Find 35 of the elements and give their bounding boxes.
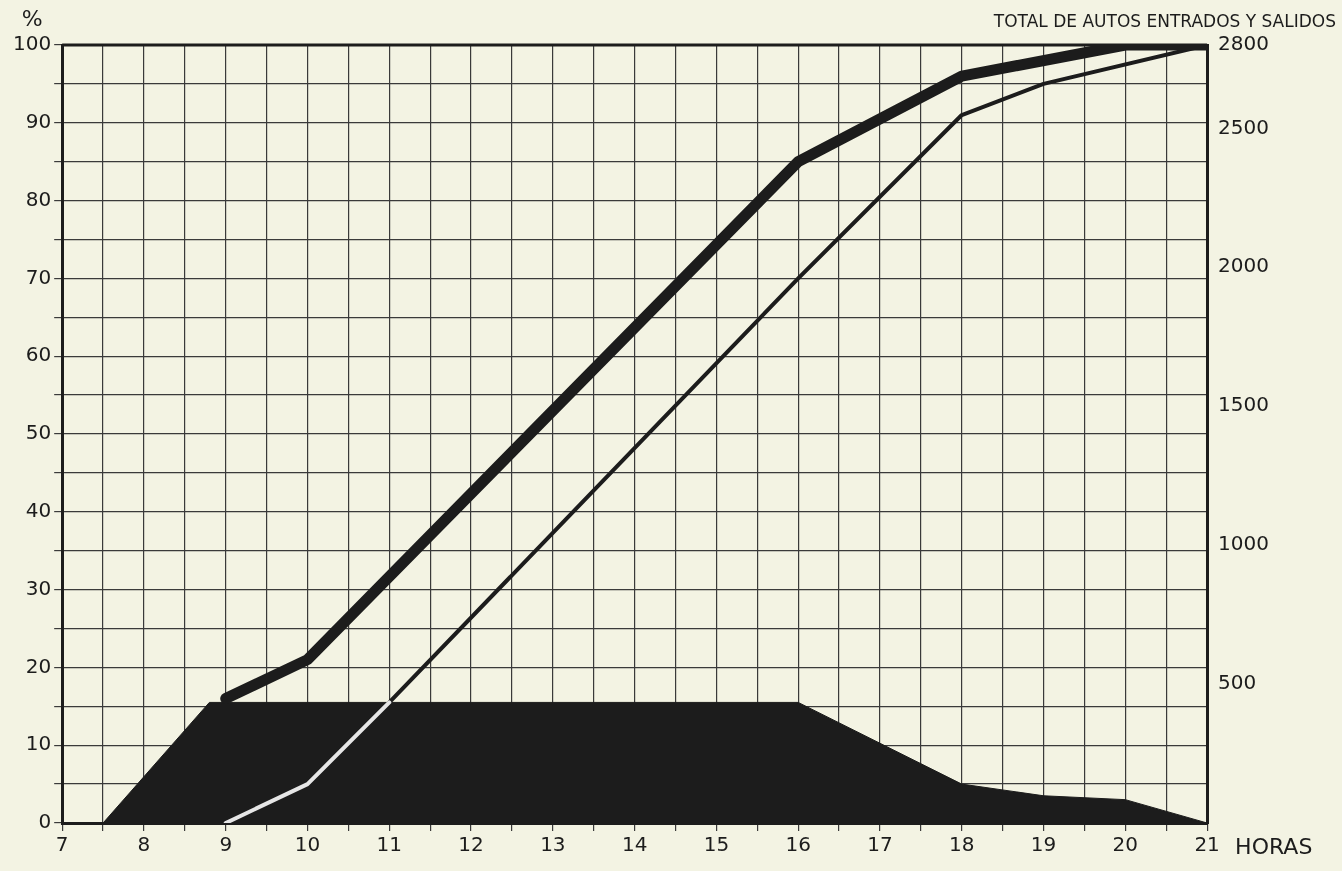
- x-tick-label: 21: [1194, 832, 1220, 857]
- x-tick-label: 13: [540, 832, 566, 857]
- x-tick-label: 11: [376, 832, 403, 857]
- x-tick-label: 10: [294, 832, 321, 857]
- x-tick-label: 19: [1030, 832, 1057, 857]
- y2-tick-label: 2800: [1218, 31, 1270, 56]
- x-tick-label: 12: [458, 832, 484, 857]
- y-tick-label: 0: [38, 809, 52, 834]
- x-tick-label: 17: [867, 832, 893, 857]
- y-tick-label: 90: [25, 109, 52, 133]
- y-tick-label: 20: [25, 653, 52, 678]
- y-tick-label: 70: [25, 264, 52, 289]
- x-tick-label: 8: [137, 832, 151, 857]
- x-tick-label: 18: [949, 832, 975, 857]
- y-axis-title: %: [21, 5, 43, 31]
- y-tick-label: 40: [25, 498, 52, 522]
- y-tick-label: 60: [25, 342, 52, 367]
- x-tick-label: 16: [785, 832, 811, 857]
- y-tick-label: 30: [25, 575, 52, 600]
- x-tick-label: 20: [1112, 832, 1139, 857]
- y2-tick-label: 500: [1218, 670, 1257, 695]
- y-tick-label: 100: [12, 31, 52, 56]
- y-tick-label: 50: [25, 420, 52, 445]
- y2-tick-label: 2500: [1218, 114, 1270, 139]
- x-tick-label: 9: [219, 832, 233, 857]
- y2-tick-label: 1500: [1218, 392, 1270, 417]
- y-tick-label: 10: [25, 731, 52, 756]
- y-tick-label: 80: [25, 186, 52, 211]
- y2-tick-label: 2000: [1218, 253, 1270, 278]
- x-tick-label: 7: [55, 832, 69, 857]
- x-tick-label: 15: [703, 832, 730, 857]
- y2-axis-title: TOTAL DE AUTOS ENTRADOS Y SALIDOS: [992, 10, 1336, 31]
- x-tick-label: 14: [621, 832, 648, 857]
- x-axis-title: HORAS: [1235, 833, 1313, 859]
- y2-tick-label: 1000: [1218, 531, 1270, 556]
